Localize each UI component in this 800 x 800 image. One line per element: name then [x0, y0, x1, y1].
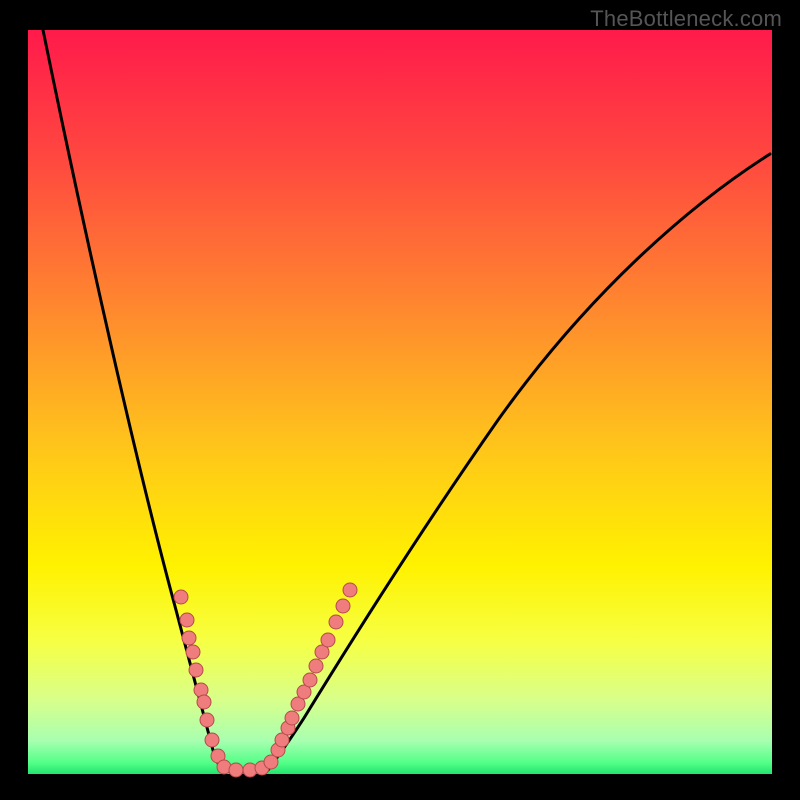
- data-marker: [197, 695, 211, 709]
- watermark-text: TheBottleneck.com: [590, 6, 782, 32]
- chart-frame: TheBottleneck.com: [0, 0, 800, 800]
- data-marker: [174, 590, 188, 604]
- data-marker: [336, 599, 350, 613]
- data-marker: [343, 583, 357, 597]
- data-marker: [182, 631, 196, 645]
- data-marker: [303, 673, 317, 687]
- plot-area: [28, 30, 772, 774]
- curve-group: [43, 30, 770, 772]
- data-marker: [285, 711, 299, 725]
- marker-group: [174, 583, 357, 777]
- data-marker: [186, 645, 200, 659]
- data-marker: [200, 713, 214, 727]
- curve-path-1: [268, 154, 770, 770]
- data-marker: [321, 633, 335, 647]
- data-marker: [205, 733, 219, 747]
- data-marker: [180, 613, 194, 627]
- data-marker: [329, 615, 343, 629]
- data-marker: [229, 763, 243, 777]
- bottleneck-curve-svg: [28, 30, 772, 774]
- data-marker: [309, 659, 323, 673]
- data-marker: [189, 663, 203, 677]
